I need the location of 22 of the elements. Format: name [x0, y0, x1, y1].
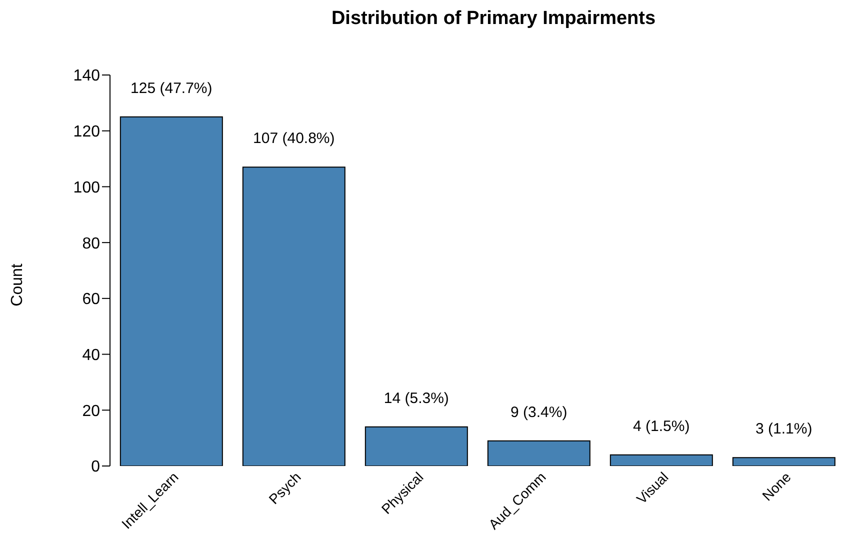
- bar: [120, 116, 223, 466]
- data-label: 14 (5.3%): [384, 390, 449, 407]
- y-tick-label: 100: [73, 179, 100, 196]
- chart-title: Distribution of Primary Impairments: [330, 8, 657, 30]
- y-tick-label: 140: [73, 68, 100, 85]
- data-label: 125 (47.7%): [130, 80, 212, 97]
- data-label: 4 (1.5%): [633, 418, 690, 435]
- bar: [610, 454, 713, 466]
- data-label: 107 (40.8%): [253, 130, 335, 148]
- y-tick-label: 80: [82, 235, 100, 252]
- y-tick-label: 0: [91, 458, 100, 476]
- data-label: 9 (3.4%): [510, 404, 568, 421]
- y-tick-label: 20: [82, 402, 100, 420]
- bar: [242, 166, 346, 466]
- bar: [487, 440, 590, 466]
- y-tick-label: 40: [82, 346, 100, 364]
- y-tick-label: 120: [73, 124, 100, 141]
- bar: [364, 426, 468, 466]
- y-tick-label: 60: [82, 291, 100, 308]
- bar: [732, 457, 836, 466]
- y-axis-title: Count: [9, 264, 27, 306]
- data-label: 3 (1.1%): [756, 420, 812, 438]
